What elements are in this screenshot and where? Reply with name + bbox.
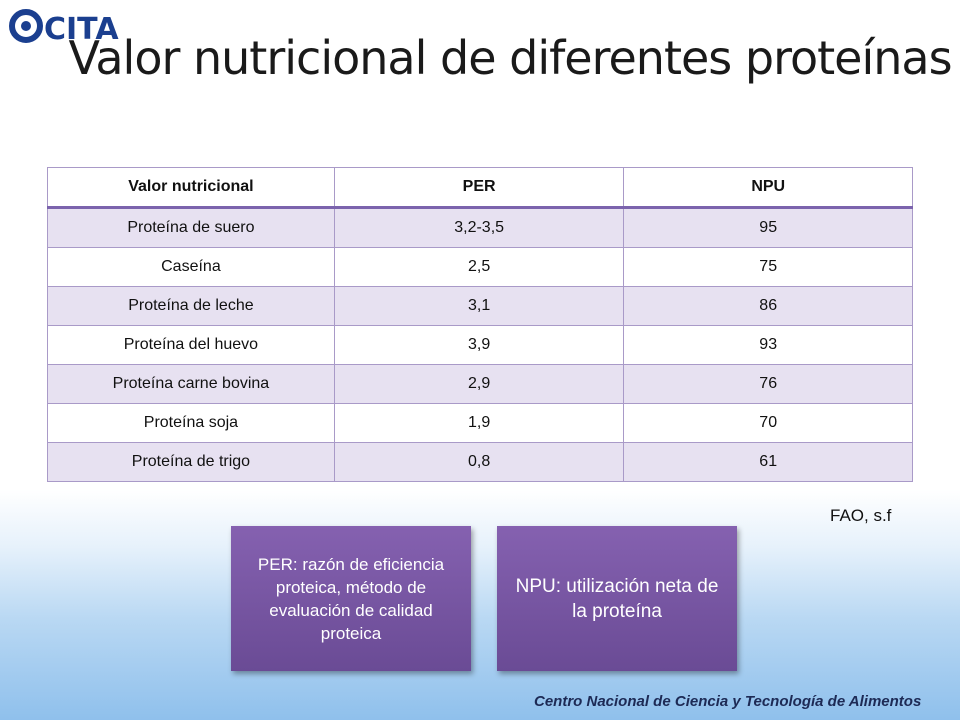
- cell-per: 0,8: [333, 442, 625, 482]
- cell-npu: 61: [623, 442, 913, 482]
- cell-per: 3,2-3,5: [333, 207, 625, 248]
- cell-protein: Proteína de leche: [47, 286, 335, 326]
- header-per: PER: [333, 167, 625, 209]
- cell-per: 1,9: [333, 403, 625, 443]
- header-npu: NPU: [623, 167, 913, 209]
- table-row: Proteína soja 1,9 70: [47, 403, 913, 443]
- cell-protein: Proteína soja: [47, 403, 335, 443]
- cell-protein: Proteína del huevo: [47, 325, 335, 365]
- table-row: Proteína de leche 3,1 86: [47, 286, 913, 326]
- footer-institution: Centro Nacional de Ciencia y Tecnología …: [534, 693, 922, 710]
- table-row: Proteína del huevo 3,9 93: [47, 325, 913, 365]
- slide-title: Valor nutricional de diferentes proteína…: [68, 31, 952, 85]
- header-valor-nutricional: Valor nutricional: [47, 167, 335, 209]
- per-definition-box: PER: razón de eficiencia proteica, métod…: [231, 526, 471, 671]
- cell-per: 2,9: [333, 364, 625, 404]
- cita-logo: CITA: [9, 9, 119, 46]
- cell-protein: Caseína: [47, 247, 335, 287]
- nutrition-table: Valor nutricional PER NPU Proteína de su…: [47, 167, 913, 482]
- cell-npu: 75: [623, 247, 913, 287]
- table-row: Caseína 2,5 75: [47, 247, 913, 287]
- cell-protein: Proteína carne bovina: [47, 364, 335, 404]
- table-row: Proteína carne bovina 2,9 76: [47, 364, 913, 404]
- table-row: Proteína de suero 3,2-3,5 95: [47, 207, 913, 248]
- npu-definition-box: NPU: utilización neta de la proteína: [497, 526, 737, 671]
- cell-npu: 86: [623, 286, 913, 326]
- table-row: Proteína de trigo 0,8 61: [47, 442, 913, 482]
- cell-npu: 93: [623, 325, 913, 365]
- cell-npu: 95: [623, 207, 913, 248]
- cell-protein: Proteína de suero: [47, 207, 335, 248]
- cell-protein: Proteína de trigo: [47, 442, 335, 482]
- cell-per: 3,9: [333, 325, 625, 365]
- cell-per: 2,5: [333, 247, 625, 287]
- source-citation: FAO, s.f: [830, 506, 892, 525]
- cell-npu: 76: [623, 364, 913, 404]
- cell-npu: 70: [623, 403, 913, 443]
- table-header-row: Valor nutricional PER NPU: [47, 167, 913, 209]
- logo-text: CITA: [44, 12, 119, 46]
- per-definition-text: PER: razón de eficiencia proteica, métod…: [257, 554, 445, 643]
- cell-per: 3,1: [333, 286, 625, 326]
- npu-definition-text: NPU: utilización neta de la proteína: [515, 575, 719, 622]
